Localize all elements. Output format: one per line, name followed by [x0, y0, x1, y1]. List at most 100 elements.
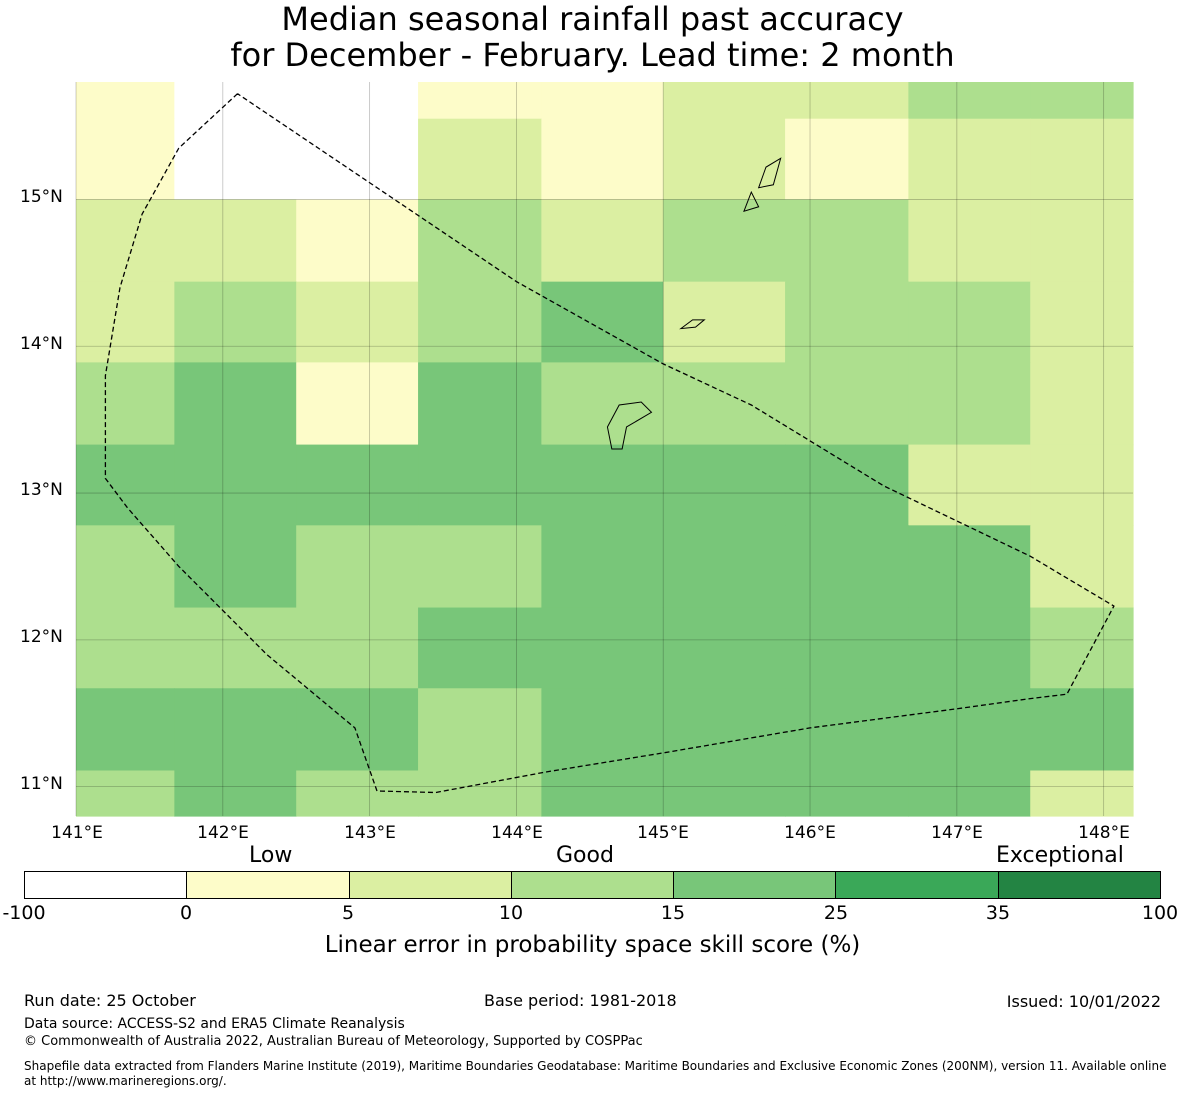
lat-label-15n: 15°N — [20, 187, 63, 207]
skill-cell — [418, 281, 542, 363]
skill-cell — [1030, 770, 1134, 817]
lat-label-12n: 12°N — [20, 627, 63, 647]
skill-cell — [418, 444, 542, 526]
lon-label-144e: 144°E — [491, 823, 543, 843]
skill-cell — [908, 444, 1031, 526]
skill-cell — [908, 199, 1031, 283]
skill-cell — [76, 281, 175, 363]
skill-cell — [663, 118, 786, 201]
skill-cell — [908, 82, 1031, 120]
skill-cell — [418, 362, 542, 446]
legend-tick: 15 — [660, 902, 686, 924]
legend-word-exceptional: Exceptional — [996, 843, 1124, 868]
skill-cell — [541, 118, 664, 201]
skill-cell — [785, 118, 909, 201]
skill-cell — [76, 362, 175, 446]
eez-boundary — [104, 93, 1115, 794]
skill-cell — [663, 607, 786, 689]
skill-cell — [663, 82, 786, 120]
skill-cell — [296, 199, 419, 283]
skill-cell — [296, 118, 419, 201]
data-source: Data source: ACCESS-S2 and ERA5 Climate … — [24, 1016, 405, 1032]
skill-cell — [1030, 281, 1134, 363]
legend-swatch-4 — [511, 872, 675, 898]
skill-cell — [663, 281, 786, 363]
skill-cell — [908, 770, 1031, 817]
skill-cell — [174, 688, 297, 772]
skill-cell — [418, 118, 542, 201]
skill-cell — [418, 688, 542, 772]
map-title-line2: for December - February. Lead time: 2 mo… — [230, 36, 955, 74]
lon-label-148e: 148°E — [1078, 823, 1130, 843]
skill-cell — [1030, 82, 1134, 120]
map-title-line1: Median seasonal rainfall past accuracy — [281, 0, 904, 38]
skill-score-map — [75, 82, 1134, 817]
legend-tick: 10 — [498, 902, 524, 924]
legend-tick: 35 — [985, 902, 1011, 924]
lat-label-14n: 14°N — [20, 334, 63, 354]
lon-label-145e: 145°E — [637, 823, 689, 843]
skill-cell — [908, 607, 1031, 689]
island-outline — [757, 157, 782, 189]
skill-cell — [785, 82, 909, 120]
skill-cell — [663, 362, 786, 446]
skill-cell — [296, 82, 419, 120]
legend-tick: 100 — [1141, 902, 1179, 924]
skill-cell — [663, 444, 786, 526]
skill-cell — [296, 444, 419, 526]
skill-cell — [663, 688, 786, 772]
issued-date: Issued: 10/01/2022 — [1006, 992, 1161, 1011]
skill-cell — [174, 199, 297, 283]
skill-cell — [174, 118, 297, 201]
skill-cell — [785, 281, 909, 363]
skill-cell — [76, 444, 175, 526]
legend-colorbar — [24, 871, 1161, 899]
skill-cell — [785, 770, 909, 817]
skill-cell — [418, 770, 542, 817]
legend-title: Linear error in probability space skill … — [324, 932, 861, 958]
base-period: Base period: 1981-2018 — [484, 991, 677, 1010]
skill-cell — [908, 362, 1031, 446]
lon-label-142e: 142°E — [197, 823, 249, 843]
island-outline — [743, 190, 760, 212]
skill-cell — [541, 444, 664, 526]
skill-cell — [296, 607, 419, 689]
skill-cell — [541, 525, 664, 609]
skill-cell — [785, 444, 909, 526]
skill-cell — [785, 607, 909, 689]
shapefile-credit-line2: at http://www.marineregions.org/. — [24, 1074, 227, 1088]
skill-cell — [908, 688, 1031, 772]
skill-cell — [296, 281, 419, 363]
lat-label-11n: 11°N — [20, 774, 63, 794]
skill-cell — [663, 770, 786, 817]
lon-label-141e: 141°E — [51, 823, 103, 843]
skill-cell — [76, 607, 175, 689]
shapefile-credit-line1: Shapefile data extracted from Flanders M… — [24, 1059, 1167, 1073]
skill-cell — [785, 199, 909, 283]
skill-cell — [541, 362, 664, 446]
skill-cell — [76, 82, 175, 120]
skill-cell — [418, 525, 542, 609]
skill-cell — [785, 525, 909, 609]
skill-cell — [296, 362, 419, 446]
skill-cell — [785, 688, 909, 772]
legend-tick: 25 — [823, 902, 849, 924]
skill-cell — [1030, 118, 1134, 201]
skill-cell — [174, 770, 297, 817]
skill-cell — [541, 770, 664, 817]
copyright: © Commonwealth of Australia 2022, Austra… — [24, 1034, 643, 1049]
run-date: Run date: 25 October — [24, 991, 196, 1010]
legend-swatch-5 — [674, 872, 837, 898]
skill-cell — [541, 688, 664, 772]
island-outline — [606, 401, 653, 450]
lon-label-143e: 143°E — [344, 823, 396, 843]
legend-tick: -100 — [2, 902, 46, 924]
skill-cell — [1030, 199, 1134, 283]
legend-word-low: Low — [249, 843, 293, 868]
skill-cell — [418, 82, 542, 120]
skill-cell — [76, 199, 175, 283]
skill-cell — [541, 281, 664, 363]
skill-cell — [663, 525, 786, 609]
skill-cell — [76, 525, 175, 609]
skill-cell — [908, 118, 1031, 201]
